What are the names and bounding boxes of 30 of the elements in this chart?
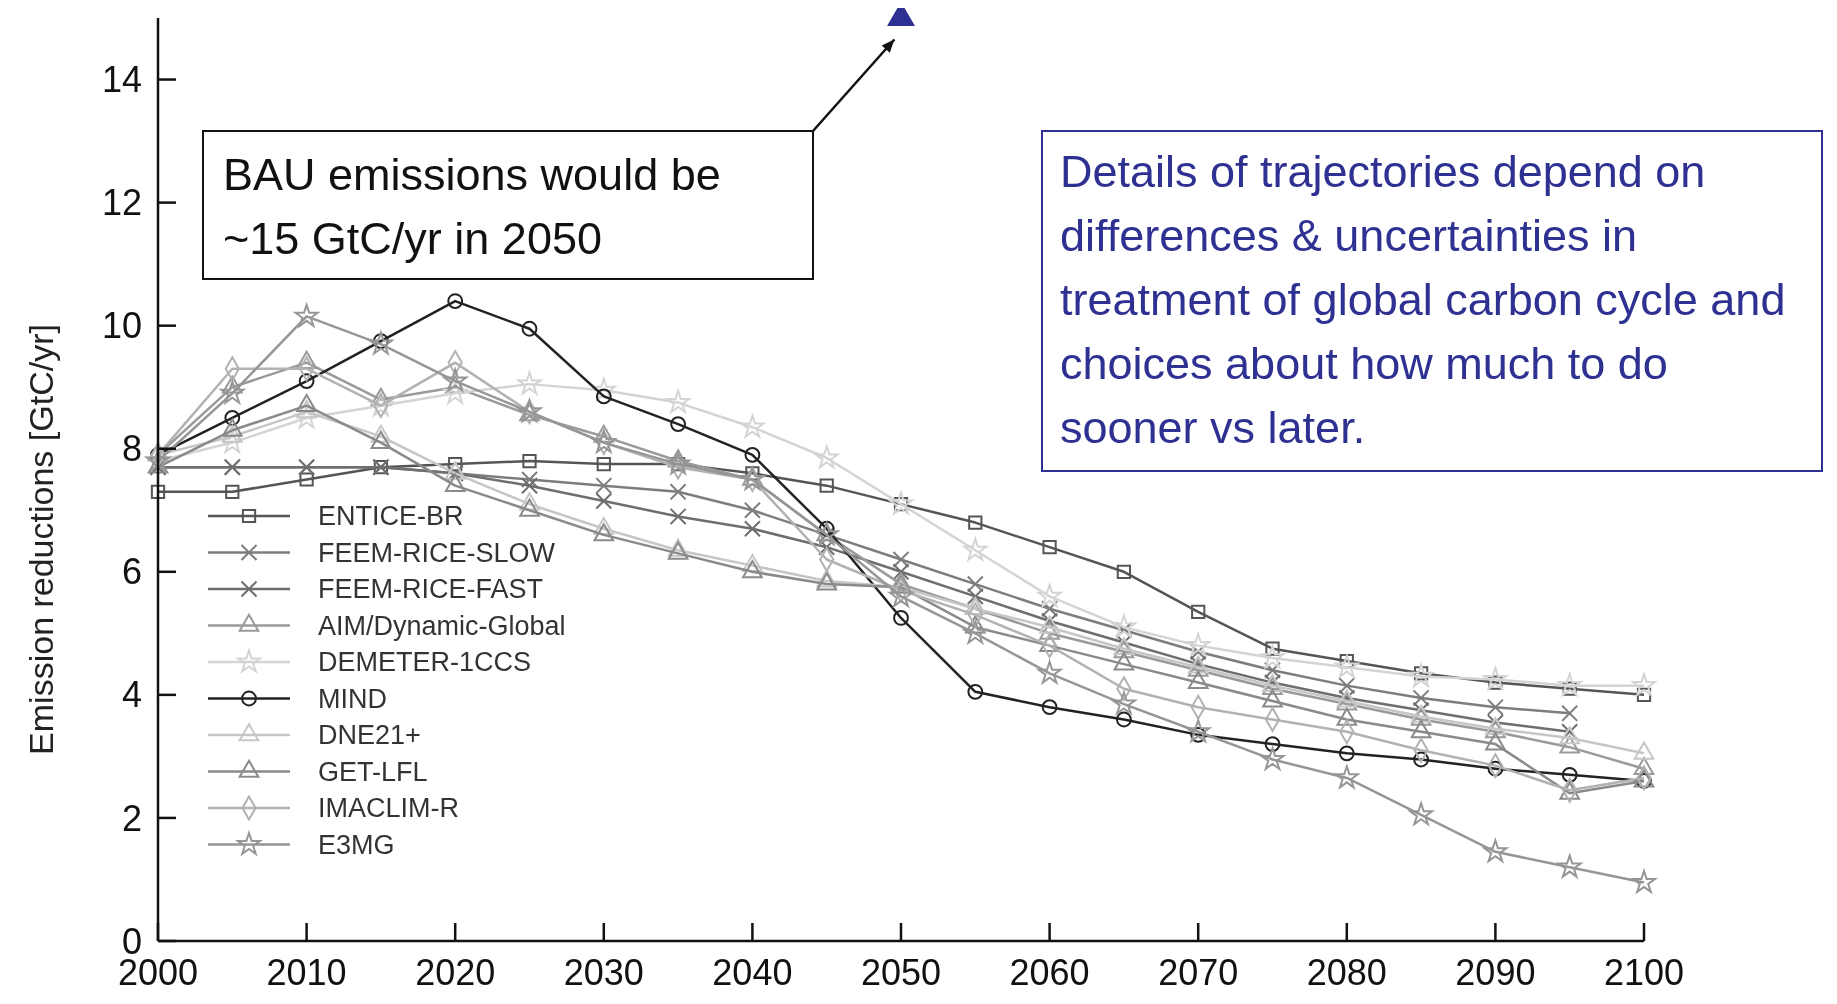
x-tick-label: 2050 [860, 952, 942, 993]
annotation: Details of trajectories depend on differences & uncertainties in treatment of global carbon cycle and choices about how much to do sooner vs later. [1060, 145, 1787, 455]
y-tick-label: 10 [101, 305, 142, 347]
legend-label: DNE21+ [318, 720, 421, 751]
x-tick-label: 2030 [563, 952, 644, 993]
legend-label: FEEM-RICE-SLOW [318, 537, 556, 568]
y-tick-label: 8 [121, 428, 142, 470]
y-tick-label: 14 [101, 59, 142, 101]
legend-label: MIND [318, 683, 387, 714]
legend-label: FEEM-RICE-FAST [318, 574, 544, 605]
y-axis-title: Emission reductions [GtC/yr] [22, 324, 60, 755]
x-tick-label: 2070 [1158, 952, 1239, 993]
y-tick-label: 4 [121, 674, 142, 716]
legend-label: AIM/Dynamic-Global [318, 610, 566, 641]
x-tick-label: 2060 [1009, 952, 1090, 993]
legend-label: ENTICE-BR [318, 501, 464, 532]
legend-label: E3MG [318, 829, 395, 860]
x-tick-label: 2100 [1603, 952, 1685, 993]
legend-label: IMACLIM-R [318, 793, 459, 824]
legend-label: DEMETER-1CCS [318, 647, 532, 678]
x-tick-label: 2010 [266, 952, 347, 993]
y-tick-label: 12 [101, 182, 142, 224]
x-tick-label: 2020 [415, 952, 496, 993]
x-tick-label: 2040 [712, 952, 793, 993]
legend-label: GET-LFL [318, 756, 428, 787]
x-tick-label: 2090 [1455, 952, 1536, 993]
annotation: BAU emissions would be ~15 GtC/yr in 2050 [223, 148, 722, 266]
x-tick-label: 2080 [1306, 952, 1387, 993]
y-tick-label: 2 [121, 797, 142, 839]
y-tick-label: 6 [121, 551, 142, 593]
